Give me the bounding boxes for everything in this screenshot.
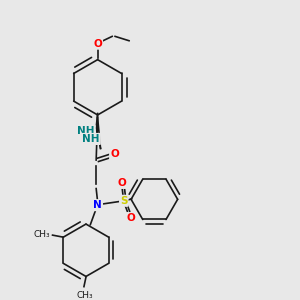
Text: CH₃: CH₃ — [34, 230, 50, 239]
Text: N: N — [93, 200, 102, 210]
Text: O: O — [110, 149, 119, 159]
Text: NH: NH — [82, 134, 100, 144]
Text: NH: NH — [77, 126, 95, 136]
Text: O: O — [93, 39, 102, 49]
Text: O: O — [118, 178, 127, 188]
Text: O: O — [126, 213, 135, 223]
Text: S: S — [120, 196, 127, 206]
Text: CH₃: CH₃ — [76, 291, 93, 300]
